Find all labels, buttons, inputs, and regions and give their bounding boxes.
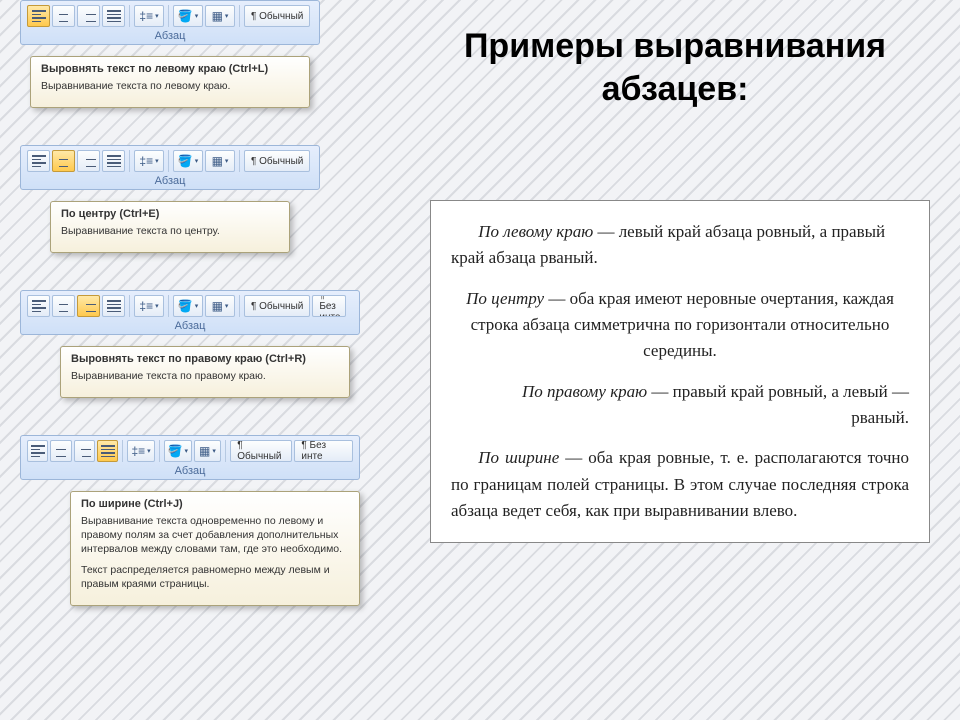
tooltip-title: Выровнять текст по левому краю (Ctrl+L): [41, 63, 299, 75]
separator: [168, 5, 169, 27]
align-center-button[interactable]: [52, 295, 75, 317]
ribbon-group-label: Абзац: [27, 317, 353, 332]
tooltip-body: Выравнивание текста одновременно по лево…: [81, 514, 349, 591]
align-center-button[interactable]: [50, 440, 71, 462]
shading-button[interactable]: 🪣▾: [173, 150, 203, 172]
example-justify: По ширине — оба края ровные, т. е. распо…: [451, 445, 909, 524]
example-center: По центру — оба края имеют неровные очер…: [451, 286, 909, 365]
tooltip-align-center: По центру (Ctrl+E) Выравнивание текста п…: [50, 201, 290, 253]
examples-textbox: По левому краю — левый край абзаца ровны…: [430, 200, 930, 543]
separator: [129, 150, 130, 172]
paint-bucket-icon: 🪣: [167, 445, 182, 457]
ribbon-group-label: Абзац: [27, 27, 313, 42]
style-normal-button[interactable]: ¶ Обычный: [244, 295, 310, 317]
line-spacing-icon: ‡≡: [139, 155, 153, 167]
tooltip-title: По центру (Ctrl+E): [61, 208, 279, 220]
align-center-button[interactable]: [52, 5, 75, 27]
style-normal-button[interactable]: ¶ Обычный: [244, 150, 310, 172]
align-right-button[interactable]: [74, 440, 95, 462]
align-right-button[interactable]: [77, 5, 100, 27]
align-right-button[interactable]: [77, 295, 100, 317]
ribbon-block-justify: ‡≡▾ 🪣▾ ▦▾ ¶ Обычный ¶ Без инте Абзац По …: [20, 435, 390, 610]
style-nospacing-button[interactable]: ¶ Без инте: [294, 440, 353, 462]
line-spacing-button[interactable]: ‡≡▾: [134, 150, 164, 172]
ribbon-block-center: ‡≡▾ 🪣▾ ▦▾ ¶ Обычный Абзац По центру (Ctr…: [20, 145, 390, 262]
ribbon-block-left: ‡≡▾ 🪣▾ ▦▾ ¶ Обычный Абзац Выровнять текс…: [20, 0, 390, 117]
tooltip-title: Выровнять текст по правому краю (Ctrl+R): [71, 353, 339, 365]
align-left-button[interactable]: [27, 5, 50, 27]
example-label: По ширине: [478, 448, 559, 467]
separator: [239, 295, 240, 317]
left-column: ‡≡▾ 🪣▾ ▦▾ ¶ Обычный Абзац Выровнять текс…: [20, 0, 390, 638]
example-right: По правому краю — правый край ровный, а …: [451, 379, 909, 432]
example-left: По левому краю — левый край абзаца ровны…: [451, 219, 909, 272]
style-normal-button[interactable]: ¶ Обычный: [230, 440, 292, 462]
style-nospacing-button[interactable]: ¶ Без инте: [312, 295, 346, 317]
paragraph-ribbon-group: ‡≡▾ 🪣▾ ▦▾ ¶ Обычный Абзац: [20, 0, 320, 45]
borders-icon: ▦: [199, 445, 210, 457]
paint-bucket-icon: 🪣: [178, 10, 193, 22]
borders-button[interactable]: ▦▾: [205, 150, 235, 172]
ribbon-group-label: Абзац: [27, 462, 353, 477]
separator: [239, 5, 240, 27]
paragraph-ribbon-group: ‡≡▾ 🪣▾ ▦▾ ¶ Обычный ¶ Без инте Абзац: [20, 435, 360, 480]
tooltip-body: Выравнивание текста по левому краю.: [41, 79, 299, 93]
borders-icon: ▦: [212, 155, 223, 167]
separator: [159, 440, 160, 462]
shading-button[interactable]: 🪣▾: [173, 5, 203, 27]
borders-button[interactable]: ▦▾: [194, 440, 222, 462]
line-spacing-icon: ‡≡: [139, 10, 153, 22]
align-left-button[interactable]: [27, 295, 50, 317]
ribbon-group-label: Абзац: [27, 172, 313, 187]
borders-button[interactable]: ▦▾: [205, 5, 235, 27]
align-justify-button[interactable]: [102, 150, 125, 172]
align-justify-button[interactable]: [102, 295, 125, 317]
line-spacing-icon: ‡≡: [139, 300, 153, 312]
borders-icon: ▦: [212, 300, 223, 312]
align-justify-button[interactable]: [97, 440, 118, 462]
paragraph-ribbon-group: ‡≡▾ 🪣▾ ▦▾ ¶ Обычный Абзац: [20, 145, 320, 190]
shading-button[interactable]: 🪣▾: [164, 440, 192, 462]
align-left-button[interactable]: [27, 150, 50, 172]
style-normal-button[interactable]: ¶ Обычный: [244, 5, 310, 27]
separator: [129, 5, 130, 27]
example-label: По правому краю: [522, 382, 647, 401]
borders-icon: ▦: [212, 10, 223, 22]
line-spacing-icon: ‡≡: [131, 445, 145, 457]
example-text: — правый край ровный, а левый — рваный.: [647, 382, 909, 427]
paint-bucket-icon: 🪣: [178, 300, 193, 312]
separator: [168, 295, 169, 317]
separator: [168, 150, 169, 172]
separator: [225, 440, 226, 462]
example-label: По левому краю: [478, 222, 593, 241]
example-label: По центру: [466, 289, 544, 308]
ribbon-block-right: ‡≡▾ 🪣▾ ▦▾ ¶ Обычный ¶ Без инте Абзац Выр…: [20, 290, 390, 407]
tooltip-body: Выравнивание текста по правому краю.: [71, 369, 339, 383]
paragraph-ribbon-group: ‡≡▾ 🪣▾ ▦▾ ¶ Обычный ¶ Без инте Абзац: [20, 290, 360, 335]
tooltip-align-justify: По ширине (Ctrl+J) Выравнивание текста о…: [70, 491, 360, 606]
line-spacing-button[interactable]: ‡≡▾: [134, 295, 164, 317]
tooltip-align-right: Выровнять текст по правому краю (Ctrl+R)…: [60, 346, 350, 398]
align-left-button[interactable]: [27, 440, 48, 462]
page-title: Примеры выравнивания абзацев:: [430, 25, 920, 110]
align-justify-button[interactable]: [102, 5, 125, 27]
paint-bucket-icon: 🪣: [178, 155, 193, 167]
tooltip-body: Выравнивание текста по центру.: [61, 224, 279, 238]
tooltip-align-left: Выровнять текст по левому краю (Ctrl+L) …: [30, 56, 310, 108]
borders-button[interactable]: ▦▾: [205, 295, 235, 317]
line-spacing-button[interactable]: ‡≡▾: [134, 5, 164, 27]
align-right-button[interactable]: [77, 150, 100, 172]
separator: [122, 440, 123, 462]
separator: [239, 150, 240, 172]
tooltip-title: По ширине (Ctrl+J): [81, 498, 349, 510]
separator: [129, 295, 130, 317]
align-center-button[interactable]: [52, 150, 75, 172]
shading-button[interactable]: 🪣▾: [173, 295, 203, 317]
line-spacing-button[interactable]: ‡≡▾: [127, 440, 155, 462]
